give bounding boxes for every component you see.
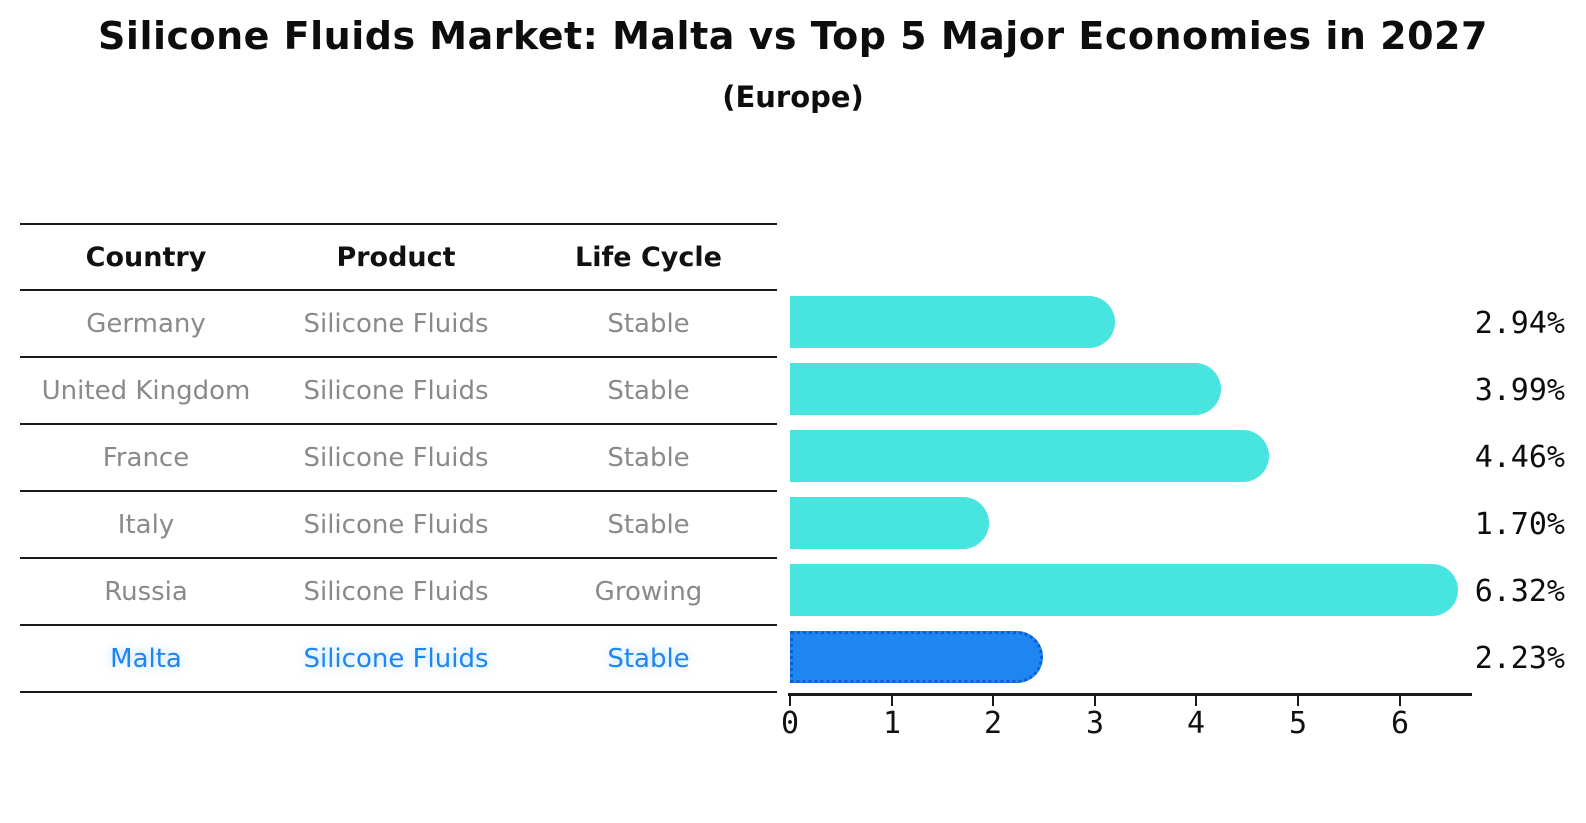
cell-product: Silicone Fluids	[303, 643, 489, 674]
cell-country: Italy	[117, 509, 175, 540]
cell-life-cycle: Stable	[607, 375, 690, 406]
table-row-italy: Italy Silicone Fluids Stable	[20, 492, 777, 559]
table-row-russia: Russia Silicone Fluids Growing	[20, 559, 777, 626]
x-axis-tick-label: 4	[1186, 706, 1206, 741]
country-table: Country Product Life Cycle Germany Silic…	[20, 223, 777, 693]
column-header-country: Country	[85, 241, 207, 273]
bar-united-kingdom	[790, 363, 1221, 415]
cell-life-cycle: Stable	[607, 442, 690, 473]
cell-country: Germany	[86, 308, 206, 339]
cell-country: Russia	[104, 576, 188, 607]
table-row-malta: Malta Silicone Fluids Stable	[20, 626, 777, 693]
cell-product: Silicone Fluids	[303, 308, 489, 339]
bar-russia	[790, 564, 1458, 616]
cell-country: France	[102, 442, 190, 473]
chart-subtitle: (Europe)	[722, 80, 864, 114]
value-label-russia: 6.32%	[1474, 574, 1565, 609]
value-label-germany: 2.94%	[1474, 306, 1565, 341]
cell-country: United Kingdom	[41, 375, 251, 406]
x-axis-tick-label: 6	[1390, 706, 1410, 741]
value-label-malta: 2.23%	[1474, 641, 1565, 676]
x-axis-tick-label: 0	[780, 706, 800, 741]
x-axis-tick-label: 3	[1085, 706, 1105, 741]
x-axis-tick	[1297, 694, 1299, 706]
cell-life-cycle: Growing	[594, 576, 703, 607]
cell-product: Silicone Fluids	[303, 375, 489, 406]
value-label-france: 4.46%	[1474, 440, 1565, 475]
cell-product: Silicone Fluids	[303, 509, 489, 540]
bar-france	[790, 430, 1269, 482]
table-row-france: France Silicone Fluids Stable	[20, 425, 777, 492]
bar-italy	[790, 497, 989, 549]
table-header-row: Country Product Life Cycle	[20, 225, 777, 291]
x-axis-tick	[891, 694, 893, 706]
x-axis-tick	[992, 694, 994, 706]
cell-product: Silicone Fluids	[303, 442, 489, 473]
table-row-germany: Germany Silicone Fluids Stable	[20, 291, 777, 358]
cell-product: Silicone Fluids	[303, 576, 489, 607]
x-axis-tick	[1094, 694, 1096, 706]
x-axis-tick	[1195, 694, 1197, 706]
x-axis-tick-label: 5	[1288, 706, 1308, 741]
table-row-united-kingdom: United Kingdom Silicone Fluids Stable	[20, 358, 777, 425]
x-axis-tick-label: 1	[882, 706, 902, 741]
cell-life-cycle: Stable	[607, 643, 690, 674]
bar-malta	[790, 631, 1043, 683]
x-axis-tick	[789, 694, 791, 706]
value-label-united-kingdom: 3.99%	[1474, 373, 1565, 408]
x-axis-tick	[1399, 694, 1401, 706]
column-header-life-cycle: Life Cycle	[575, 241, 722, 273]
column-header-product: Product	[336, 241, 456, 273]
x-axis-line	[788, 693, 1472, 696]
cell-life-cycle: Stable	[607, 308, 690, 339]
bar-germany	[790, 296, 1115, 348]
cell-country: Malta	[110, 643, 182, 674]
x-axis-tick-label: 2	[983, 706, 1003, 741]
chart-title: Silicone Fluids Market: Malta vs Top 5 M…	[98, 14, 1488, 58]
value-label-italy: 1.70%	[1474, 507, 1565, 542]
cell-life-cycle: Stable	[607, 509, 690, 540]
